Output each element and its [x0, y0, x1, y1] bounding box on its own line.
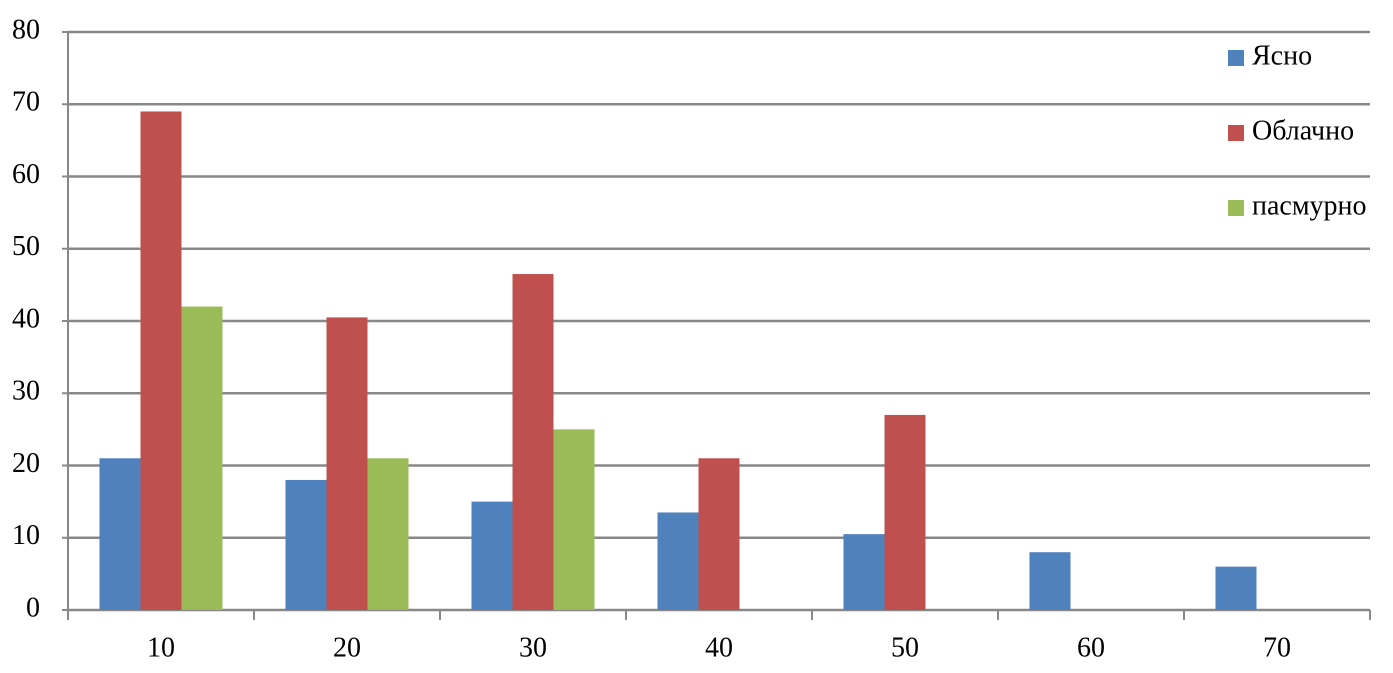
bar — [367, 458, 409, 610]
y-tick-label: 40 — [12, 303, 40, 334]
x-tick-label: 50 — [891, 632, 919, 663]
bar — [843, 534, 885, 610]
x-tick-label: 40 — [705, 632, 733, 663]
legend-swatch — [1228, 50, 1244, 66]
legend-swatch — [1228, 125, 1244, 141]
legend-swatch — [1228, 200, 1244, 216]
bar — [140, 111, 182, 610]
y-tick-label: 80 — [12, 14, 40, 45]
legend-label: пасмурно — [1252, 190, 1367, 221]
bar — [884, 414, 926, 610]
bar — [326, 317, 368, 610]
bar — [1215, 566, 1257, 610]
bar — [181, 306, 223, 610]
bar — [99, 458, 141, 610]
bar — [285, 479, 327, 610]
y-tick-label: 0 — [26, 592, 40, 623]
y-tick-label: 30 — [12, 376, 40, 407]
bar — [657, 512, 699, 610]
bar — [512, 274, 554, 610]
x-tick-label: 30 — [519, 632, 547, 663]
y-tick-label: 50 — [12, 231, 40, 262]
bar — [1029, 552, 1071, 610]
legend-label: Облачно — [1252, 115, 1354, 146]
y-tick-label: 10 — [12, 520, 40, 551]
x-tick-label: 10 — [147, 632, 175, 663]
bar — [471, 501, 513, 610]
y-tick-label: 70 — [12, 87, 40, 118]
y-tick-label: 60 — [12, 159, 40, 190]
bar — [698, 458, 740, 610]
legend-label: Ясно — [1252, 40, 1312, 71]
x-tick-label: 70 — [1263, 632, 1291, 663]
y-tick-label: 20 — [12, 448, 40, 479]
x-tick-label: 20 — [333, 632, 361, 663]
bar — [553, 429, 595, 610]
x-tick-label: 60 — [1077, 632, 1105, 663]
